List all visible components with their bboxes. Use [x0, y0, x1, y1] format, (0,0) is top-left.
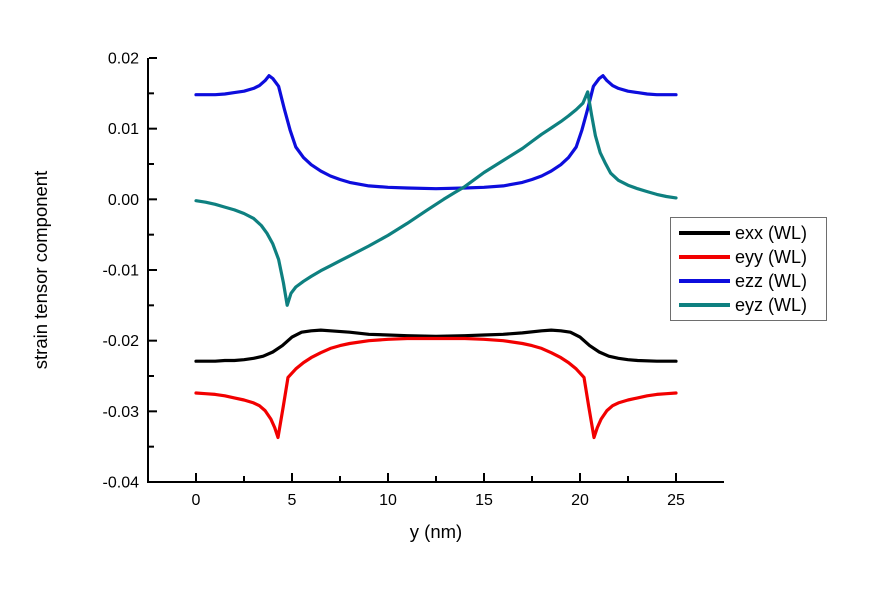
series-lines — [194, 74, 678, 440]
x-axis-title: y (nm) — [410, 521, 462, 542]
axes: 0.02 0.01 0.00 -0.01 -0.02 -0.03 -0.04 0 5 10 15 20… — [103, 51, 724, 509]
y-tick-label: -0.03 — [103, 404, 140, 421]
legend-item-eyy-wl: eyy (WL) — [671, 248, 826, 266]
legend-label: eyy (WL) — [735, 247, 807, 267]
y-tick-label: 0.02 — [108, 51, 139, 68]
y-tick-label: 0.00 — [108, 192, 139, 209]
legend-line-sample — [679, 231, 730, 235]
legend-label: exx (WL) — [735, 223, 807, 243]
x-tick-label: 10 — [379, 492, 397, 509]
y-tick-label: -0.04 — [103, 475, 140, 492]
series-line-eyy-wl — [194, 336, 678, 440]
legend: exx (WL) eyy (WL) ezz (WL) eyz (WL) — [670, 217, 827, 321]
legend-item-ezz-wl: ezz (WL) — [671, 272, 826, 290]
legend-label: eyz (WL) — [735, 295, 807, 315]
series-line-eyz-wl — [194, 90, 678, 307]
x-tick-label: 25 — [667, 492, 685, 509]
legend-line-sample — [679, 279, 730, 283]
series-line-exx-wl — [194, 328, 678, 363]
x-tick-label: 0 — [192, 492, 201, 509]
y-tick-label: -0.02 — [103, 333, 140, 350]
legend-item-exx-wl: exx (WL) — [671, 224, 826, 242]
legend-line-sample — [679, 303, 730, 307]
series-line-ezz-wl — [194, 74, 678, 191]
legend-item-eyz-wl: eyz (WL) — [671, 296, 826, 314]
x-tick-label: 15 — [475, 492, 493, 509]
x-tick-label: 5 — [288, 492, 297, 509]
legend-line-sample — [679, 255, 730, 259]
x-tick-label: 20 — [571, 492, 589, 509]
y-axis-title: strain tensor component — [30, 171, 51, 369]
axis-frame — [147, 58, 724, 483]
y-tick-label: 0.01 — [108, 121, 139, 138]
legend-label: ezz (WL) — [735, 271, 807, 291]
y-tick-label: -0.01 — [103, 263, 140, 280]
